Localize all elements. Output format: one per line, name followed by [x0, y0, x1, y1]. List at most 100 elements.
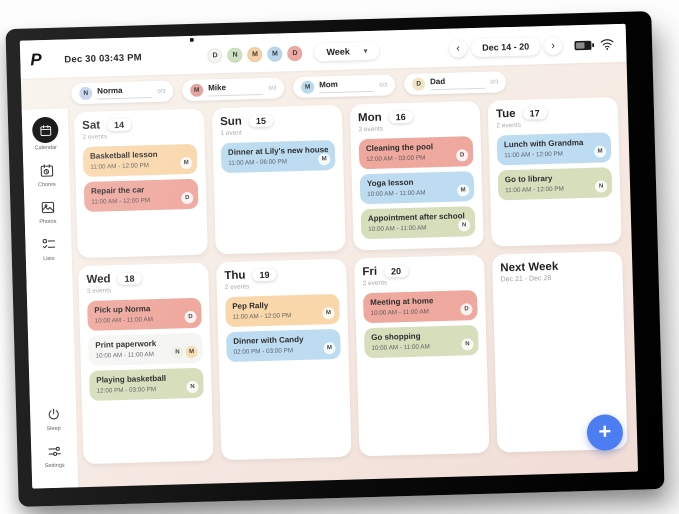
week-grid: Sat 14 2 events Basketball lesson 11:00 AM -… — [68, 93, 638, 487]
event-card[interactable]: Go shopping 10:00 AM - 11:00 AM N — [363, 325, 479, 359]
battery-icon — [574, 40, 595, 50]
event-time: 11:00 AM - 12:00 PM — [504, 150, 563, 160]
day-event-count: 1 event — [220, 129, 242, 138]
main-area: Calendar Chores Photos — [21, 93, 638, 489]
event-title: Appointment after school — [367, 211, 465, 224]
day-card-mon: Mon 16 3 events Cleaning the pool 12:00 AM -… — [349, 100, 484, 251]
day-date-badge: 19 — [252, 268, 277, 282]
sidebar-item-lists[interactable]: Lists — [38, 234, 59, 263]
day-card-sun: Sun 15 1 event Dinner at Lily's new house 11… — [211, 104, 346, 255]
sidebar-label: Calendar — [34, 144, 58, 152]
member-avatar-d[interactable]: D — [207, 47, 223, 63]
sidebar-item-sleep[interactable]: Sleep — [43, 404, 64, 433]
event-card[interactable]: Repair the car 11:00 AM - 12:00 PM D — [83, 178, 199, 212]
day-date-badge: 17 — [522, 107, 547, 120]
event-avatars: D — [181, 191, 194, 205]
event-card[interactable]: Appointment after school 10:00 AM - 11:00… — [360, 206, 476, 240]
event-member-avatar: D — [184, 310, 197, 324]
chores-icon — [36, 160, 57, 181]
sidebar-label: Sleep — [46, 425, 61, 433]
event-time: 10:00 AM - 11:00 AM — [371, 343, 430, 353]
event-card[interactable]: Yoga lesson 10:00 AM - 11:00 AM M — [359, 171, 475, 205]
day-card-tue: Tue 17 2 events Lunch with Grandma 11:00 AM … — [487, 97, 622, 247]
next-week-button[interactable]: › — [543, 36, 563, 56]
event-card[interactable]: Dinner with Candy 02:00 PM - 03:00 PM M — [225, 328, 341, 363]
day-date-badge: 18 — [117, 272, 142, 286]
event-member-avatar: M — [180, 156, 193, 170]
event-card[interactable]: Cleaning the pool 12:00 AM - 03:00 PM D — [358, 136, 474, 170]
day-date-badge: 20 — [383, 264, 409, 278]
member-avatar-m[interactable]: M — [267, 45, 283, 62]
current-datetime: Dec 30 03:43 PM — [64, 51, 142, 65]
member-name: Norma — [97, 85, 153, 100]
event-title: Playing basketball — [96, 373, 167, 385]
event-member-avatar: M — [322, 307, 335, 320]
member-chip-mike[interactable]: M Mike 0/3 — [181, 77, 285, 102]
member-avatar-n[interactable]: N — [227, 47, 243, 63]
sidebar-item-settings[interactable]: Settings — [44, 441, 65, 470]
event-time: 12:00 PM - 03:00 PM — [96, 386, 157, 395]
member-chip-mom[interactable]: M Mom 0/3 — [292, 74, 396, 99]
photos-icon — [37, 197, 58, 218]
event-card[interactable]: Basketball lesson 11:00 AM - 12:00 PM M — [82, 143, 198, 177]
sidebar-item-calendar[interactable]: Calendar — [31, 116, 59, 152]
member-chip-norma[interactable]: N Norma 0/3 — [70, 80, 174, 105]
prev-week-button[interactable]: ‹ — [448, 39, 468, 58]
event-card[interactable]: Pick up Norma 10:00 AM - 11:00 AM D — [87, 297, 202, 331]
member-avatar-m[interactable]: M — [247, 46, 263, 62]
sidebar-item-chores[interactable]: Chores — [36, 160, 57, 189]
sidebar-item-photos[interactable]: Photos — [37, 197, 58, 226]
event-avatars: M — [318, 153, 331, 166]
event-avatars: M — [456, 184, 470, 197]
event-time: 11:00 AM - 12:00 PM — [232, 312, 292, 321]
day-event-count: 2 events — [224, 283, 250, 292]
day-name: Tue — [495, 107, 516, 121]
day-name: Fri — [362, 265, 378, 279]
event-member-avatar: N — [594, 180, 608, 193]
member-avatar-d[interactable]: D — [287, 45, 303, 61]
sleep-power-icon — [43, 404, 64, 425]
camera-dot — [189, 37, 194, 42]
event-time: 11:00 AM - 12:00 PM — [90, 162, 150, 171]
event-time: 12:00 AM - 03:00 PM — [366, 154, 426, 164]
event-card[interactable]: Lunch with Grandma 11:00 AM - 12:00 PM M — [496, 132, 612, 166]
event-time: 11:00 AM - 12:00 PM — [505, 185, 564, 195]
event-card[interactable]: Meeting at home 10:00 AM - 11:00 AM D — [362, 290, 478, 324]
event-title: Dinner with Candy — [233, 334, 304, 346]
event-avatars: M — [322, 307, 335, 320]
member-chip-avatar: N — [79, 86, 93, 101]
sidebar-label: Chores — [37, 181, 56, 189]
member-name: Mike — [208, 81, 264, 97]
event-member-avatar: D — [460, 303, 473, 316]
view-selector-dropdown[interactable]: Week ▾ — [314, 41, 380, 62]
event-card[interactable]: Go to library 11:00 AM - 12:00 PM N — [497, 167, 613, 201]
day-header: Fri 20 — [362, 263, 476, 278]
day-header: Wed 18 — [86, 271, 200, 286]
day-name: Mon — [357, 111, 382, 125]
event-card[interactable]: Dinner at Lily's new house 11:00 AM - 06:… — [220, 139, 336, 174]
event-card[interactable]: Pep Rally 11:00 AM - 12:00 PM M — [225, 293, 340, 328]
sidebar-label: Lists — [43, 255, 55, 263]
day-name: Wed — [86, 273, 111, 286]
event-member-avatar: M — [185, 345, 198, 359]
day-header: Sat 14 — [82, 117, 196, 132]
event-avatars: M — [593, 145, 607, 158]
event-card[interactable]: Print paperwork 10:00 AM - 11:00 AM N M — [88, 332, 203, 366]
event-member-avatar: N — [171, 346, 184, 359]
chevron-down-icon: ▾ — [363, 48, 368, 56]
event-card[interactable]: Playing basketball 12:00 PM - 03:00 PM N — [89, 367, 204, 401]
member-chip-dad[interactable]: D Dad 0/3 — [403, 71, 507, 95]
event-member-avatar: N — [186, 380, 199, 394]
event-avatars: D — [460, 303, 473, 316]
day-header: Next Week — [500, 259, 614, 275]
event-avatars: N — [186, 380, 199, 394]
view-selector-label: Week — [326, 46, 350, 58]
event-title: Repair the car — [90, 185, 145, 196]
event-member-avatar: N — [457, 219, 471, 232]
lists-icon — [38, 234, 59, 255]
event-avatars: N — [457, 219, 471, 232]
